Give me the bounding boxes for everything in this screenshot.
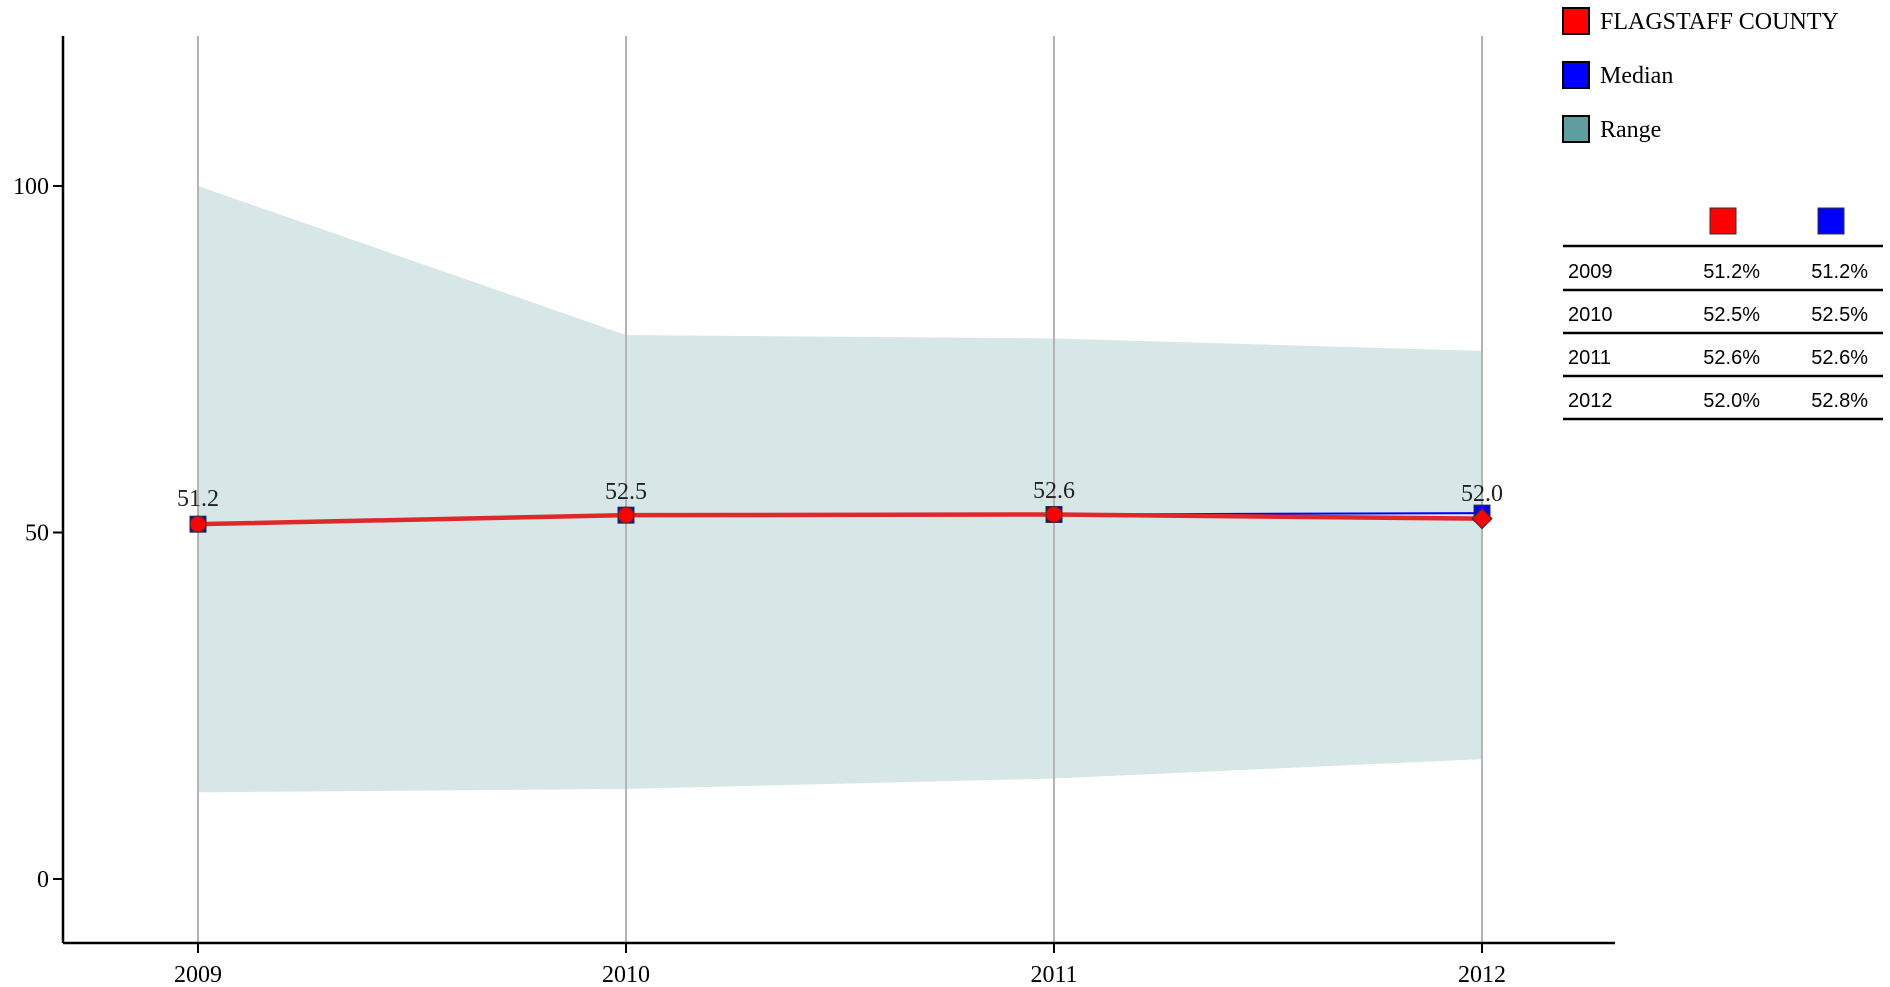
table-header-median-swatch [1817, 207, 1845, 235]
table-header-county-swatch [1709, 207, 1737, 235]
y-tick-label: 0 [37, 867, 49, 893]
data-label-2010: 52.5 [605, 479, 647, 505]
county-point-2009 [189, 515, 207, 533]
table-cell-median: 52.6% [1811, 347, 1868, 369]
data-label-2011: 52.6 [1033, 478, 1075, 504]
table-cell-year: 2010 [1568, 304, 1613, 326]
legend-swatch-median [1562, 61, 1590, 89]
table-cell-year: 2011 [1568, 347, 1611, 369]
series-layer [189, 504, 1493, 533]
axes: 0 50 100 2009 2010 2011 2012 [13, 36, 1615, 987]
table-cell-county: 52.6% [1703, 347, 1760, 369]
table-cell-median: 51.2% [1811, 261, 1868, 283]
x-tick-label: 2009 [174, 962, 222, 987]
data-labels: 51.2 52.5 52.6 52.0 [177, 478, 1503, 512]
county-point-2012 [1471, 507, 1493, 530]
range-band-layer [198, 186, 1482, 793]
y-tick-label: 50 [25, 521, 49, 547]
table-cell-median: 52.5% [1811, 304, 1868, 326]
table-cell-year: 2009 [1568, 261, 1613, 283]
x-tick-label: 2011 [1030, 962, 1077, 987]
table-cell-year: 2012 [1568, 390, 1613, 412]
data-table: 2009 51.2% 51.2% 2010 52.5% 52.5% 2011 52.6% 52.… [1563, 207, 1883, 421]
table-cell-median: 52.8% [1811, 390, 1868, 412]
y-tick-label: 100 [13, 174, 49, 200]
legend-swatch-county [1562, 7, 1590, 35]
legend-label-range: Range [1600, 117, 1661, 143]
table-cell-county: 52.0% [1703, 390, 1760, 412]
legend-label-median: Median [1600, 63, 1673, 89]
table-cell-county: 51.2% [1703, 261, 1760, 283]
data-label-2012: 52.0 [1461, 481, 1503, 507]
grid-layer [197, 36, 1483, 943]
table-cell-county: 52.5% [1703, 304, 1760, 326]
range-band [198, 186, 1482, 793]
legend-swatch-range [1562, 115, 1590, 143]
county-point-2011 [1045, 505, 1063, 523]
x-tick-label: 2012 [1458, 962, 1506, 987]
data-label-2009: 51.2 [177, 486, 219, 512]
legend: FLAGSTAFF COUNTY Median Range [1562, 7, 1839, 143]
county-line [197, 512, 1483, 527]
x-tick-label: 2010 [602, 962, 650, 987]
legend-label-county: FLAGSTAFF COUNTY [1600, 9, 1839, 35]
county-point-2010 [617, 506, 635, 524]
